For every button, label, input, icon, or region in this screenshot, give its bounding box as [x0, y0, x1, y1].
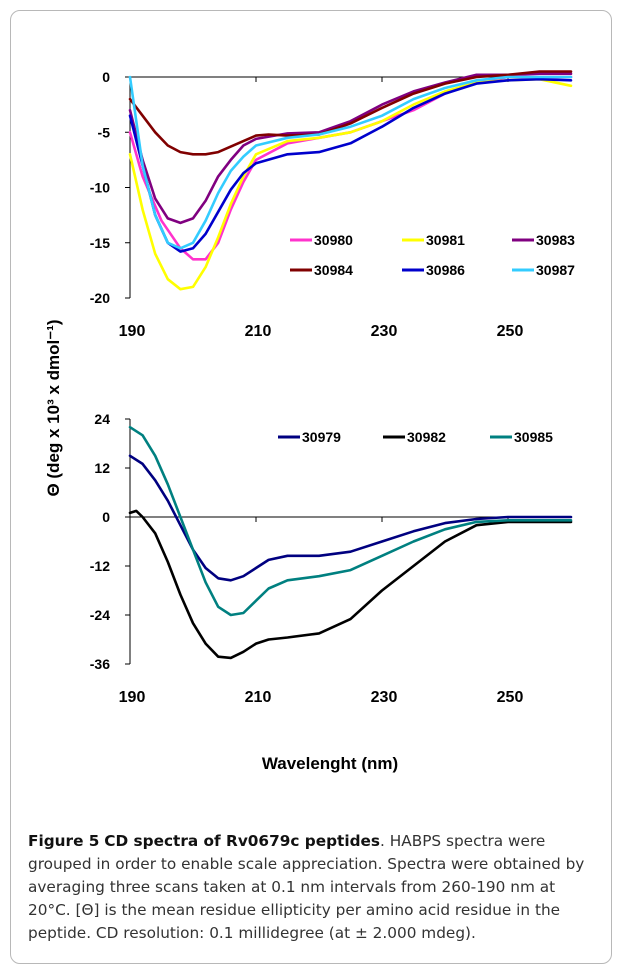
- x-tick-label: 230: [371, 323, 398, 340]
- x-axis-title: Wavelenght (nm): [262, 754, 398, 773]
- series-line-30979: [128, 454, 573, 582]
- legend-label-30986: 30986: [426, 262, 465, 278]
- series-line-30984: [128, 70, 573, 156]
- legend-label-30980: 30980: [314, 232, 353, 248]
- y-tick-label: -5: [98, 124, 111, 140]
- legend-label-30981: 30981: [426, 232, 465, 248]
- series-line-30987: [128, 75, 573, 250]
- y-tick-label: 24: [94, 411, 110, 427]
- x-tick-label: 190: [119, 323, 146, 340]
- series-line-30986: [128, 77, 573, 253]
- series-line-30981: [128, 77, 573, 291]
- x-tick-label: 210: [245, 323, 272, 340]
- y-tick-label: -10: [90, 180, 110, 196]
- x-tick-label: 190: [119, 689, 146, 706]
- caption-label: Figure 5: [28, 832, 100, 850]
- y-tick-label: 0: [102, 509, 110, 525]
- series-line-30982: [128, 509, 573, 660]
- legend-label-30987: 30987: [536, 262, 575, 278]
- legend-label-30985: 30985: [514, 429, 553, 445]
- legend-label-30982: 30982: [407, 429, 446, 445]
- chart-bottom-panel: 24 12 0 -12 -24 -36 190 210 230 250 30979 30982 3098…: [90, 411, 573, 706]
- caption-text: . HABPS spectra were grouped in order to…: [28, 832, 585, 942]
- y-tick-label: -15: [90, 235, 110, 251]
- x-tick-label: 250: [497, 323, 524, 340]
- legend-label-30984: 30984: [314, 262, 353, 278]
- x-tick-label: 250: [497, 689, 524, 706]
- legend-label-30979: 30979: [302, 429, 341, 445]
- y-axis-title: Θ (deg x 10³ x dmol⁻¹): [44, 319, 63, 496]
- caption-title: CD spectra of Rv0679c peptides: [104, 832, 381, 850]
- legend-label-30983: 30983: [536, 232, 575, 248]
- y-tick-label: -24: [90, 607, 110, 623]
- series-line-30985: [128, 425, 573, 617]
- chart-top-panel: 0 -5 -10 -15 -20 190 210 230 250 30980 30981 30983 3…: [90, 69, 575, 340]
- x-tick-label: 210: [245, 689, 272, 706]
- y-tick-label: 12: [94, 460, 110, 476]
- x-tick-label: 230: [371, 689, 398, 706]
- y-tick-label: -20: [90, 290, 110, 306]
- figure-caption: Figure 5 CD spectra of Rv0679c peptides.…: [28, 830, 600, 945]
- figure-frame: [10, 10, 612, 964]
- y-tick-label: -36: [90, 656, 110, 672]
- y-tick-label: 0: [102, 69, 110, 85]
- y-tick-label: -12: [90, 558, 110, 574]
- series-line-30983: [128, 72, 573, 225]
